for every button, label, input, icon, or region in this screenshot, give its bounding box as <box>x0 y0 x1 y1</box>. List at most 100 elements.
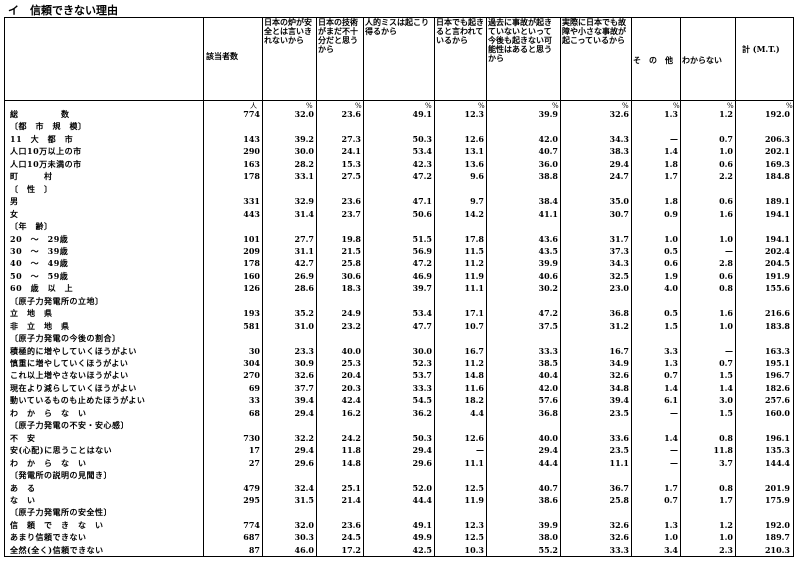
row-label: わ か ら な い <box>10 407 87 418</box>
table-cell: 2.8 <box>719 258 733 269</box>
table-cell: 20.3 <box>341 382 361 393</box>
row-label: 現在より減らしていくほうがよい <box>10 382 137 393</box>
table-cell: 270 <box>243 370 260 381</box>
table-cell: 1.0 <box>664 532 678 543</box>
table-cell: — <box>476 445 484 456</box>
table-cell: 53.7 <box>412 370 432 381</box>
table-cell: 0.7 <box>719 358 733 368</box>
table-cell: 4.0 <box>664 283 678 294</box>
table-cell: 202.4 <box>764 245 790 256</box>
table-cell: 15.3 <box>341 158 361 169</box>
row-label: 人口10万未満の市 <box>10 158 82 169</box>
table-cell: 163.3 <box>764 345 790 356</box>
header-dont-know: わからない <box>682 56 722 65</box>
table-cell: 1.6 <box>719 308 733 319</box>
table-cell: 30.0 <box>294 146 314 157</box>
unit-label: % <box>673 102 680 110</box>
table-row: 〔原子力発電所の立地〕 <box>4 297 794 306</box>
table-cell: 3.3 <box>664 345 678 356</box>
table-cell: 34.8 <box>609 382 629 393</box>
table-cell: 730 <box>243 432 260 443</box>
row-label: 〔原子力発電所の立地〕 <box>10 295 104 306</box>
table-row: 40 ～ 49歳 178 42.7 25.8 47.2 11.2 39.9 34.3 0.6 2.… <box>4 259 794 268</box>
table-cell: 3.4 <box>664 544 678 555</box>
table-cell: 0.9 <box>664 208 678 219</box>
table-cell: 51.5 <box>412 233 432 244</box>
table-cell: 0.6 <box>719 270 733 281</box>
table-cell: 21.5 <box>341 245 361 256</box>
table-cell: 204.5 <box>764 258 790 269</box>
header-total-mt: 計 (M.T.) <box>742 45 780 54</box>
table-cell: 11.2 <box>464 358 484 368</box>
table-cell: 33.3 <box>538 345 558 356</box>
table-cell: 28.6 <box>294 283 314 294</box>
table-cell: 1.0 <box>719 233 733 244</box>
table-cell: 11.9 <box>464 494 484 505</box>
table-cell: 257.6 <box>764 395 790 406</box>
column-divider <box>363 17 364 557</box>
table-cell: 54.5 <box>412 395 432 406</box>
row-label: 〔 性 〕 <box>10 183 53 194</box>
table-cell: 12.5 <box>464 482 484 493</box>
table-cell: 0.6 <box>719 158 733 169</box>
table-cell: 25.8 <box>609 494 629 505</box>
table-cell: 38.3 <box>609 146 629 157</box>
table-cell: 12.5 <box>464 532 484 543</box>
table-cell: 30.9 <box>294 358 314 368</box>
table-row: 慎重に増やしていくほうがよい 304 30.9 25.3 52.3 11.2 38.5 34.… <box>4 359 794 368</box>
header-actual-failures: 実際に日本でも故障や小さな事故が起こっているから <box>562 18 626 45</box>
table-cell: 23.0 <box>609 283 629 294</box>
table-cell: 32.6 <box>609 532 629 543</box>
table-cell: 32.2 <box>294 432 314 443</box>
table-cell: 37.3 <box>609 245 629 256</box>
unit-label: % <box>622 102 629 110</box>
table-cell: 23.5 <box>609 407 629 418</box>
table-cell: 32.9 <box>294 196 314 207</box>
table-cell: 144.4 <box>764 457 790 468</box>
table-row: 女 443 31.4 23.7 50.6 14.2 41.1 30.7 0.9 1.6 194.1 <box>4 208 794 219</box>
table-row: 〔原子力発電の今後の割合〕 <box>4 334 794 343</box>
table-cell: 135.3 <box>764 445 790 456</box>
table-row: 町 村 178 33.1 27.5 47.2 9.6 38.8 24.7 1.7 2.2 184.8 <box>4 172 794 181</box>
table-cell: 1.8 <box>664 158 678 169</box>
table-cell: 39.9 <box>538 258 558 269</box>
column-divider <box>434 17 435 557</box>
table-cell: 36.7 <box>609 482 629 493</box>
unit-label: % <box>425 102 432 110</box>
column-divider <box>631 17 632 557</box>
table-cell: 0.6 <box>719 196 733 207</box>
table-cell: 11.1 <box>464 457 484 468</box>
header-other: そ の 他 <box>633 56 673 65</box>
table-cell: 46.0 <box>294 544 314 555</box>
table-cell: 36.8 <box>538 407 558 418</box>
table-cell: 1.7 <box>719 494 733 505</box>
table-cell: 1.5 <box>719 370 733 381</box>
table-row: 60 歳 以 上 126 28.6 18.3 39.7 11.1 30.2 23.0 4.0 0.… <box>4 284 794 293</box>
table-row: 立 地 県 193 35.2 24.9 53.4 17.1 47.2 36.8 0.5 1.6 21… <box>4 309 794 318</box>
table-cell: 13.6 <box>464 158 484 169</box>
table-cell: 479 <box>243 482 260 493</box>
table-row: わ か ら な い 27 29.6 14.8 29.6 11.1 44.4 11.1 — 3.7 1… <box>4 457 794 468</box>
column-divider <box>316 17 317 557</box>
table-cell: 12.6 <box>464 133 484 144</box>
table-row: 信 頼 で き な い 774 32.0 23.6 49.1 12.3 39.9 32.6 1.… <box>4 521 794 530</box>
table-cell: 4.4 <box>470 407 484 418</box>
table-cell: 295 <box>243 494 260 505</box>
table-cell: 42.0 <box>538 133 558 144</box>
table-cell: 31.5 <box>294 494 314 505</box>
table-cell: 69 <box>248 382 260 393</box>
table-cell: 42.5 <box>412 544 432 555</box>
table-cell: 47.2 <box>538 308 558 319</box>
table-cell: 34.3 <box>609 133 629 144</box>
table-row: 非 立 地 県 581 31.0 23.2 47.7 10.7 37.5 31.2 1.5 1.0… <box>4 322 794 331</box>
row-label: な い <box>10 494 36 505</box>
table-cell: 12.3 <box>464 519 484 530</box>
table-cell: 10.7 <box>464 320 484 331</box>
table-cell: 27 <box>248 457 260 468</box>
table-cell: 581 <box>243 320 260 331</box>
table-cell: 23.6 <box>341 196 361 207</box>
column-divider <box>735 17 736 557</box>
table-row: 〔年 齢〕 <box>4 222 794 231</box>
header-divider <box>4 100 794 101</box>
table-cell: 30.0 <box>412 345 432 356</box>
